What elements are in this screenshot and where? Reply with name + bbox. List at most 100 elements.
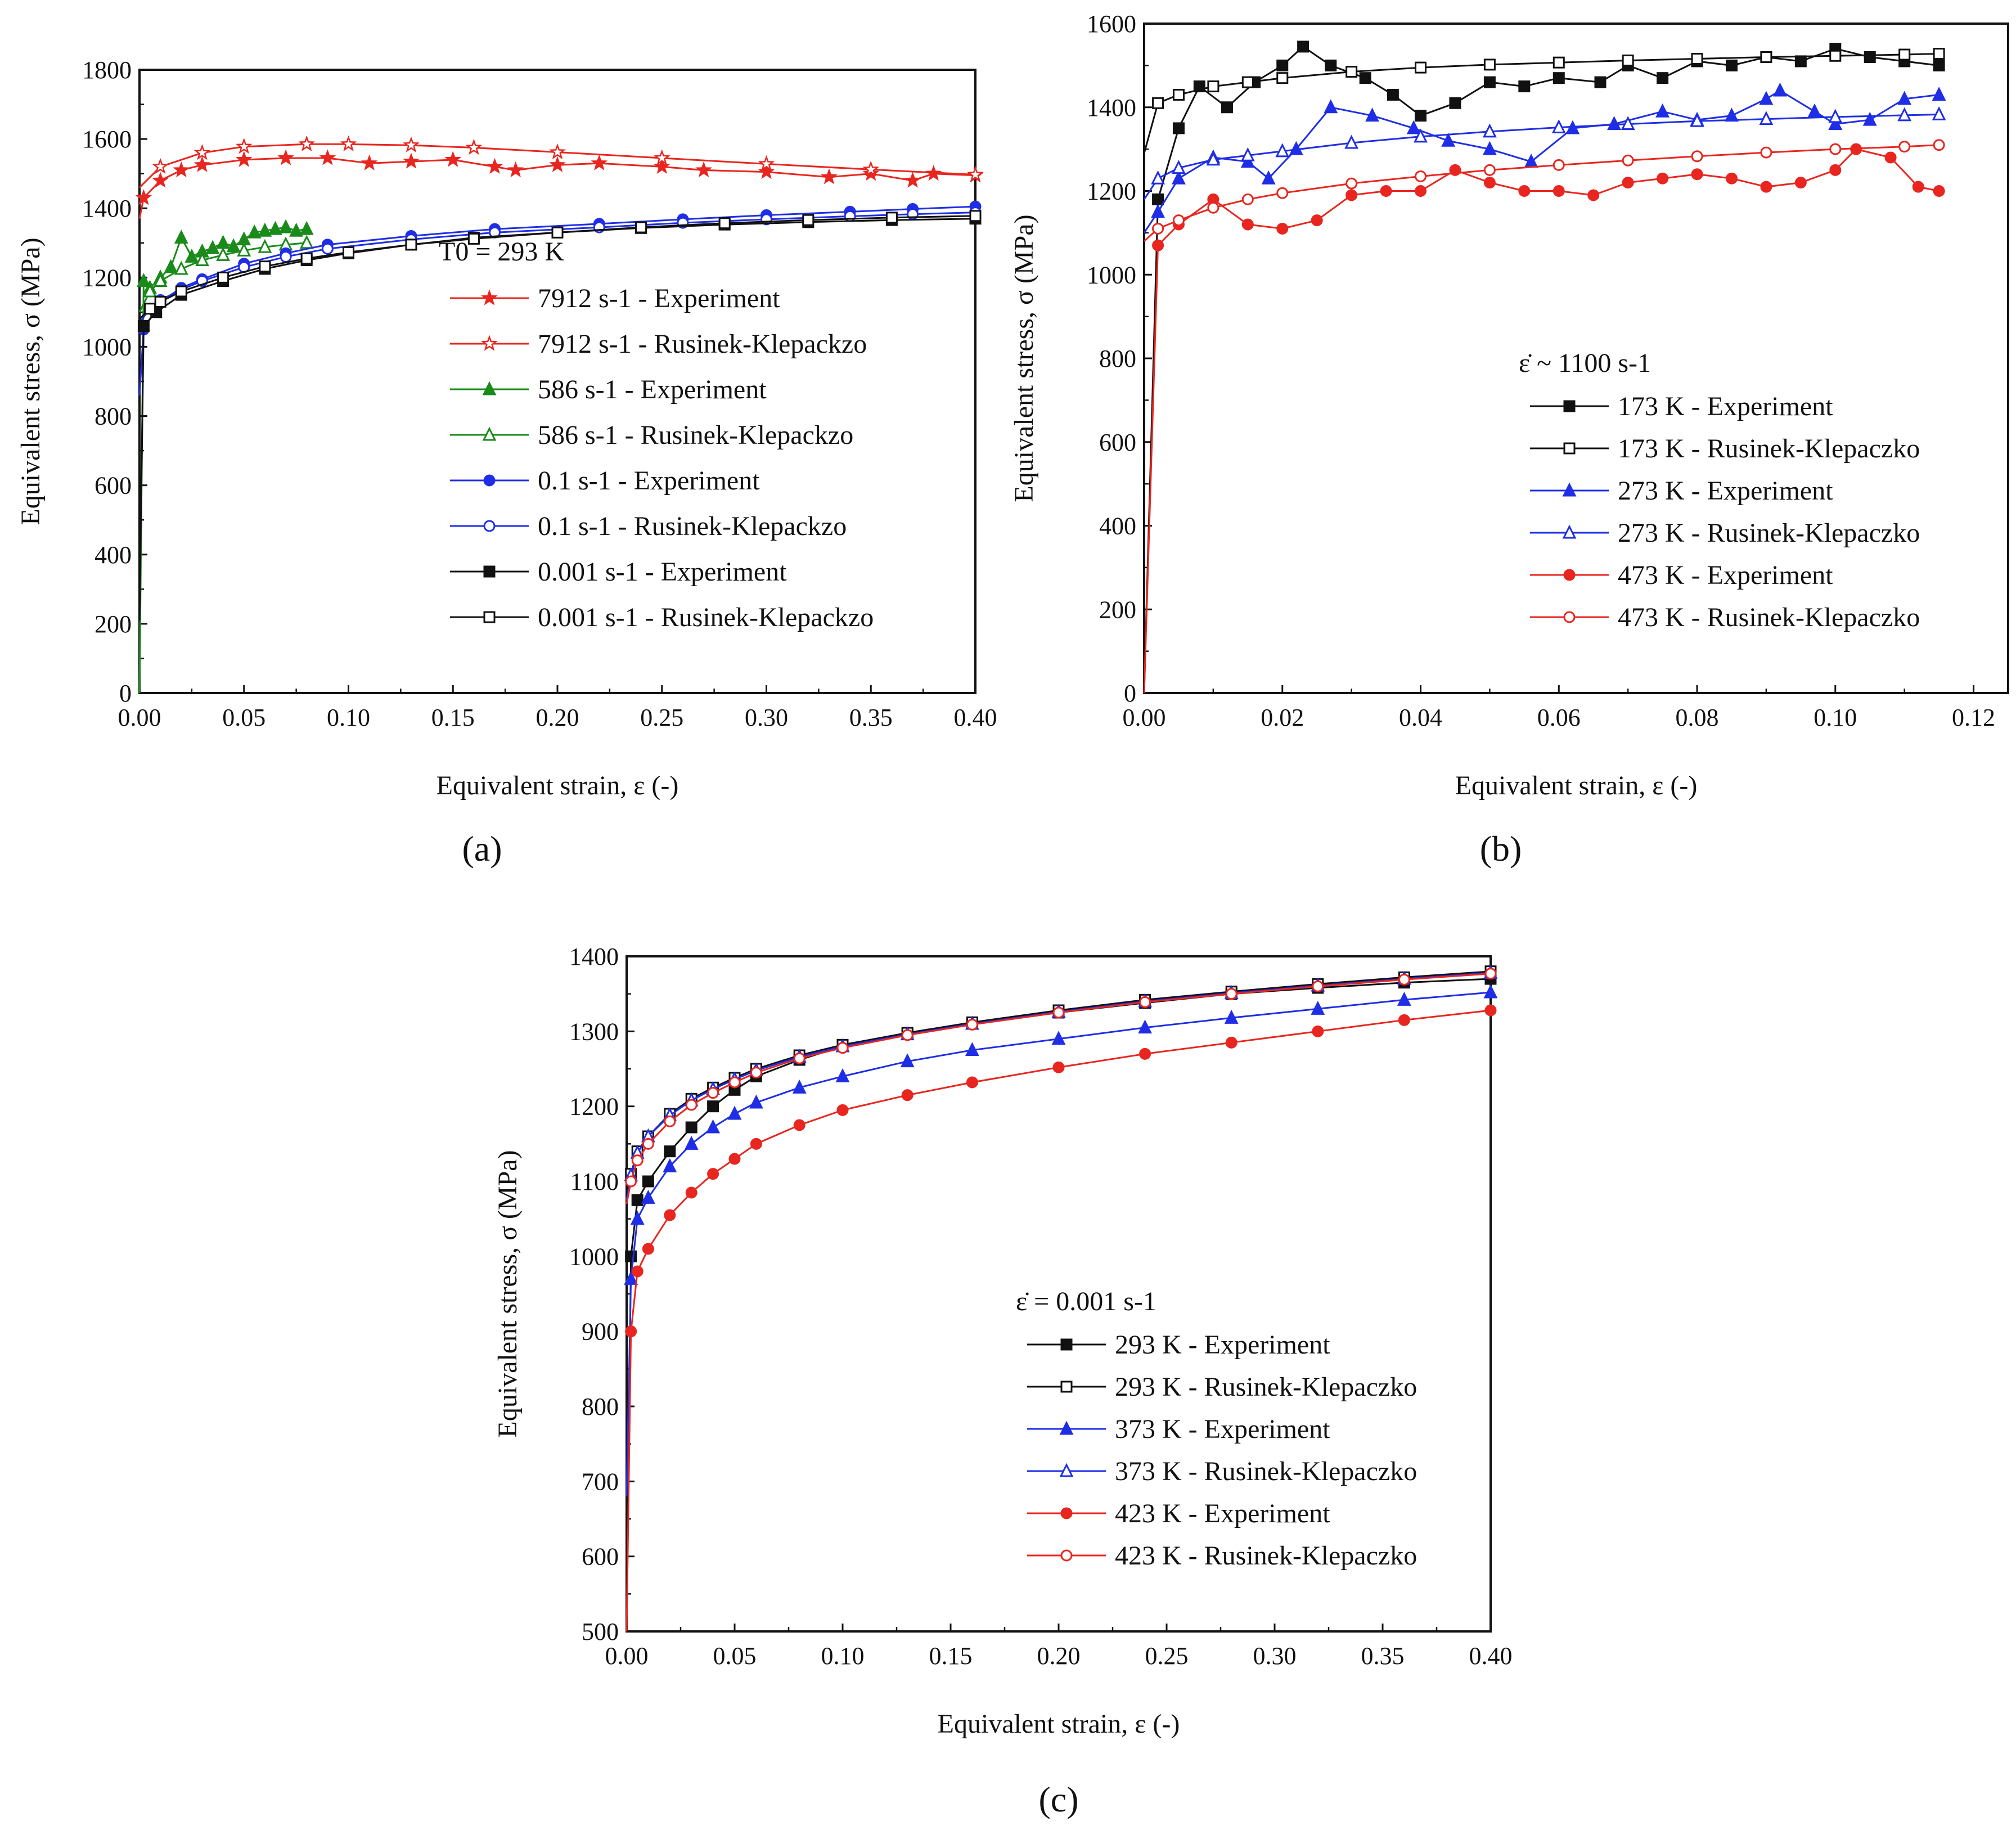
legend-title: ε̇ ~ 1100 s-1 — [1519, 348, 1651, 378]
legend-entry: 173 K - Experiment — [1618, 392, 1833, 421]
x-tick-label: 0.06 — [1537, 704, 1581, 731]
series-b-2 — [1143, 82, 1946, 233]
data-point — [1552, 185, 1565, 197]
data-point — [664, 1145, 676, 1158]
data-point — [685, 1121, 698, 1134]
data-point — [1397, 991, 1411, 1006]
data-point — [1346, 177, 1358, 190]
legend-entry: 473 K - Experiment — [1618, 560, 1833, 590]
legend-entry: 373 K - Experiment — [1115, 1414, 1330, 1444]
data-point — [728, 1076, 741, 1089]
data-point — [137, 273, 151, 287]
y-tick-label: 0 — [1124, 680, 1136, 707]
data-point — [1483, 59, 1496, 71]
legend-title: ε̇ = 0.001 s-1 — [1016, 1287, 1156, 1316]
legend-entry: 586 s-1 - Rusinek-Klepackzo — [538, 420, 853, 450]
data-point — [1225, 1036, 1238, 1049]
data-point — [1398, 1014, 1410, 1026]
y-tick-label: 0 — [119, 680, 132, 707]
data-point — [1594, 76, 1606, 88]
data-point — [1884, 151, 1897, 164]
data-point — [174, 260, 188, 275]
data-point — [184, 249, 199, 263]
y-tick-label: 200 — [1099, 596, 1136, 623]
data-point — [135, 189, 152, 205]
legend-entry: 586 s-1 - Experiment — [538, 375, 767, 404]
data-point — [663, 1158, 677, 1172]
data-point — [793, 1119, 806, 1131]
data-point — [1324, 99, 1338, 114]
data-point — [258, 239, 272, 253]
data-point — [403, 152, 420, 169]
panel-c: 0.00 0.05 0.10 0.15 0.20 0.25 0.30 0.35 0.40 500 6… — [493, 943, 1513, 1819]
data-point — [1483, 164, 1496, 176]
data-point — [1932, 106, 1946, 120]
data-point — [299, 221, 314, 235]
data-point — [1441, 132, 1456, 147]
panel-b: 0.00 0.02 0.04 0.06 0.08 0.10 0.12 0 200 400 600 80… — [1009, 10, 2009, 869]
data-point — [1829, 143, 1842, 155]
data-point — [1773, 82, 1787, 97]
panel-c-series — [624, 964, 1498, 1632]
y-tick-label: 1400 — [569, 943, 619, 970]
data-point — [750, 1137, 762, 1150]
panel-a-label: (a) — [462, 829, 502, 869]
data-point — [1276, 222, 1289, 235]
y-tick-label: 500 — [582, 1618, 619, 1645]
panel-a-series — [135, 135, 984, 694]
data-point — [1415, 185, 1427, 197]
series-a-1 — [138, 135, 984, 188]
panel-b-label: (b) — [1480, 829, 1522, 869]
data-point — [685, 1099, 698, 1111]
x-tick-label: 0.00 — [1123, 704, 1166, 731]
data-point — [1484, 1004, 1497, 1017]
series-a-3 — [138, 235, 314, 313]
data-point — [1449, 97, 1461, 109]
data-point — [1138, 1019, 1153, 1034]
data-point — [1933, 185, 1945, 197]
data-point — [1311, 1000, 1325, 1015]
data-point — [1622, 154, 1634, 167]
data-point — [205, 240, 220, 254]
data-point — [1359, 72, 1371, 84]
data-point — [750, 1067, 762, 1079]
data-point — [1933, 48, 1945, 60]
data-point — [1725, 59, 1738, 71]
data-point — [1607, 116, 1622, 130]
data-point — [194, 156, 211, 172]
data-point — [635, 221, 647, 233]
data-point — [299, 235, 314, 249]
data-point — [175, 285, 187, 298]
data-point — [1518, 185, 1531, 197]
series-line — [1143, 53, 1940, 154]
data-point — [1552, 159, 1565, 171]
data-point — [1484, 968, 1497, 980]
data-point — [1415, 61, 1427, 74]
data-point — [630, 1211, 645, 1225]
legend-marker — [1563, 442, 1576, 455]
data-point — [749, 1094, 763, 1109]
data-point — [1398, 973, 1410, 986]
panel-b-xlabel: Equivalent strain, ε (-) — [1455, 771, 1698, 801]
data-point — [1690, 113, 1704, 127]
data-point — [1172, 214, 1185, 227]
x-tick-label: 0.02 — [1261, 704, 1304, 731]
data-point — [1325, 59, 1337, 71]
data-point — [1152, 97, 1164, 109]
data-point — [235, 138, 253, 154]
y-tick-label: 400 — [94, 541, 132, 569]
data-point — [642, 1175, 654, 1188]
data-point — [707, 1087, 719, 1099]
data-point — [403, 136, 420, 152]
data-point — [1829, 164, 1842, 176]
panel-a-xlabel: Equivalent strain, ε (-) — [436, 771, 679, 801]
legend-marker — [1060, 1338, 1073, 1351]
data-point — [1276, 72, 1289, 84]
data-point — [718, 217, 731, 230]
legend-marker — [1562, 524, 1577, 539]
data-point — [1207, 201, 1220, 214]
data-point — [758, 155, 775, 172]
data-point — [1052, 1006, 1065, 1019]
data-point — [1380, 185, 1392, 197]
